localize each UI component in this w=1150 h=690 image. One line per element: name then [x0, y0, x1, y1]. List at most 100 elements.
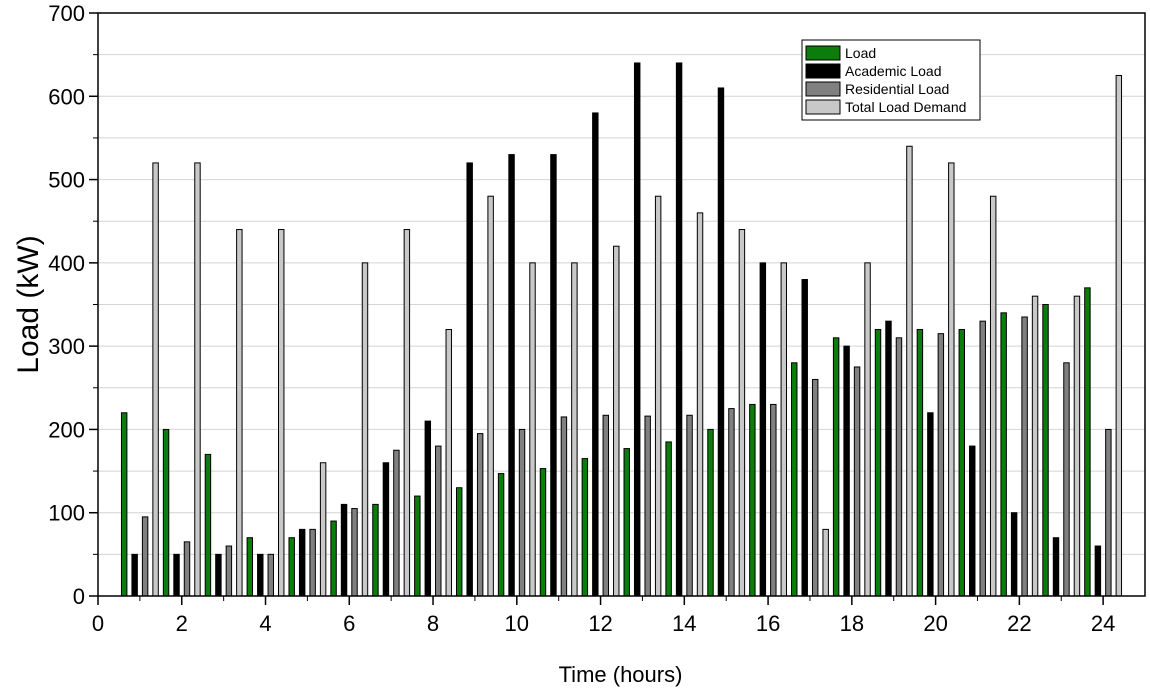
bar [1073, 295, 1081, 597]
x-tick-label: 4 [259, 611, 271, 636]
legend-swatch [805, 99, 841, 115]
bar [633, 62, 641, 597]
bar [529, 262, 536, 597]
legend-swatch [805, 63, 841, 79]
bar [340, 503, 348, 597]
bar [1010, 512, 1018, 597]
bar [581, 458, 589, 597]
bar [895, 337, 903, 597]
bar [194, 162, 201, 597]
bar [1084, 287, 1091, 597]
bar [696, 212, 704, 597]
bar [1094, 545, 1102, 597]
bar [152, 162, 159, 597]
bar [120, 412, 128, 597]
bar [435, 445, 442, 597]
bar [791, 362, 798, 597]
bar-series [120, 62, 1123, 597]
bar [131, 553, 138, 597]
bar [1052, 537, 1060, 597]
x-tick-label: 16 [756, 611, 780, 636]
bar [749, 403, 756, 597]
bar [613, 245, 620, 597]
bar [780, 262, 788, 597]
grid-lines [98, 54, 1145, 555]
bar [173, 553, 180, 597]
x-tick-label: 22 [1007, 611, 1031, 636]
bar [707, 428, 714, 597]
bar [445, 328, 452, 597]
bar [560, 416, 568, 597]
bar [717, 87, 725, 597]
bar [361, 262, 369, 597]
bar [288, 537, 295, 597]
bar [403, 229, 411, 597]
bar [372, 503, 379, 597]
legend-label: Load [845, 45, 876, 61]
bar [1021, 316, 1028, 597]
bar [969, 445, 976, 597]
bar [1105, 428, 1112, 597]
bar [927, 412, 934, 597]
bar [141, 516, 149, 597]
y-tick-label: 400 [48, 251, 85, 276]
bar [738, 229, 746, 597]
bar [832, 337, 840, 597]
x-tick-label: 14 [672, 611, 696, 636]
bar [979, 320, 986, 597]
bar [906, 145, 913, 597]
bar [508, 154, 515, 597]
bar [592, 112, 599, 597]
bar [267, 553, 274, 597]
bar [518, 428, 526, 597]
x-tick-label: 8 [427, 611, 439, 636]
bar [382, 462, 390, 597]
legend-swatch [805, 45, 841, 61]
bar [843, 345, 850, 597]
bar [424, 420, 432, 597]
bar [550, 154, 557, 597]
legend-label: Total Load Demand [845, 99, 966, 115]
legend-label: Residential Load [845, 81, 949, 97]
x-tick-label: 10 [505, 611, 529, 636]
bar [455, 487, 463, 597]
bar [257, 553, 264, 597]
bar [309, 528, 316, 597]
bar [162, 428, 170, 597]
bar [665, 441, 672, 597]
bar [393, 449, 400, 597]
bar [759, 262, 767, 597]
bar [916, 328, 924, 597]
y-tick-label: 500 [48, 168, 85, 193]
x-tick-label: 24 [1091, 611, 1115, 636]
y-tick-label: 200 [48, 417, 85, 442]
legend: Load Academic Load Residential Load Total L… [801, 39, 981, 121]
bar [215, 553, 222, 597]
bar [1000, 312, 1007, 597]
y-tick-label: 600 [48, 84, 85, 109]
bar [414, 495, 421, 597]
bar [728, 408, 735, 597]
bar [236, 229, 243, 597]
bar [487, 195, 494, 597]
bar [874, 328, 882, 597]
x-tick-label: 2 [176, 611, 188, 636]
y-tick-label: 0 [73, 584, 85, 609]
bar [1063, 362, 1070, 597]
x-tick-label: 0 [92, 611, 104, 636]
bar [770, 403, 777, 597]
bar [885, 320, 892, 597]
bar [989, 195, 997, 597]
y-axis-title: Load (kW) [12, 235, 45, 373]
bar [1042, 304, 1049, 597]
axis-ticks: 0 2 4 6 8 10 12 14 16 18 20 22 240100200300400500600… [48, 1, 1115, 636]
bar [675, 62, 683, 597]
y-tick-label: 100 [48, 501, 85, 526]
x-tick-label: 6 [343, 611, 355, 636]
bar [539, 468, 547, 597]
bar [225, 545, 233, 597]
bar [204, 453, 212, 597]
bar [853, 366, 861, 597]
bar [1115, 74, 1123, 597]
